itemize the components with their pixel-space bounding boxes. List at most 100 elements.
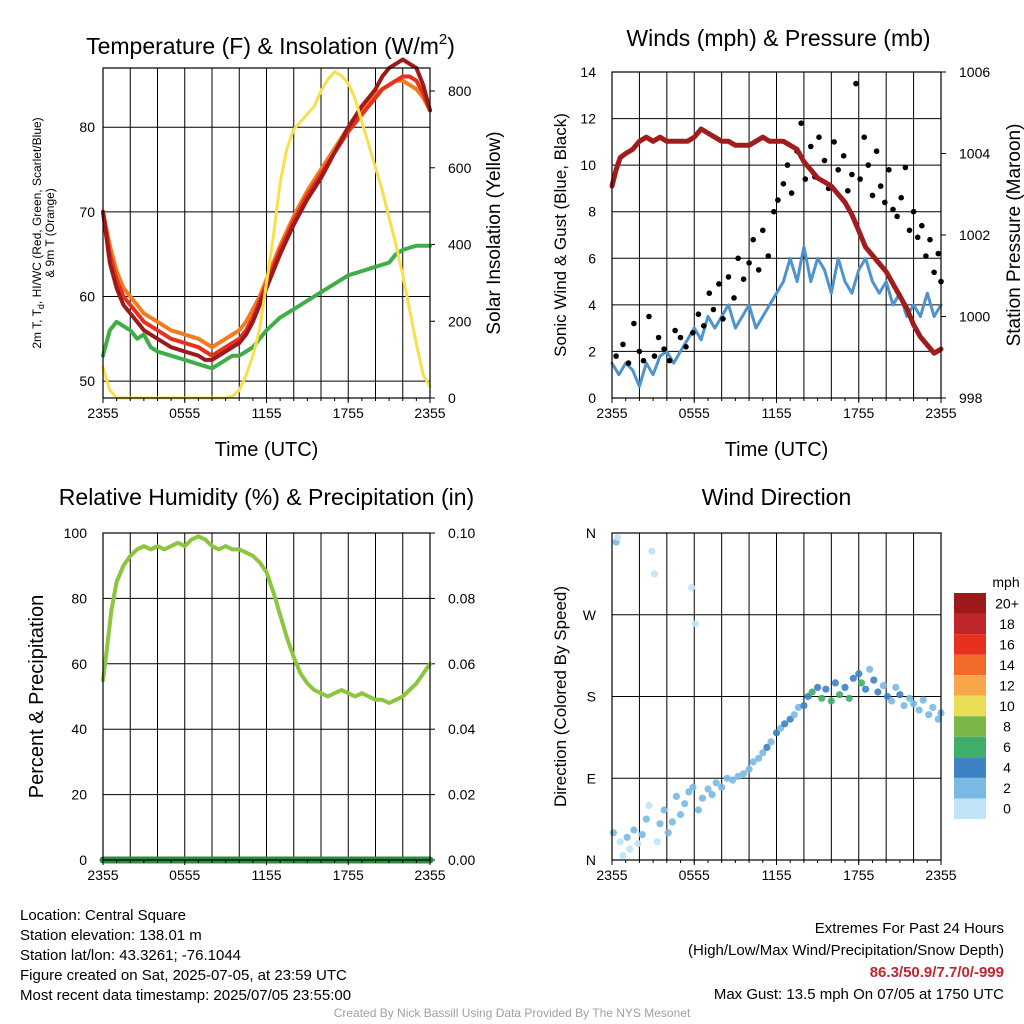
gust-point [816, 134, 822, 140]
y-axis-label: Percent & Precipitation [26, 595, 48, 798]
gust-point [765, 253, 772, 259]
gust-point [740, 276, 747, 283]
gust-point [706, 290, 713, 297]
gust-point [798, 120, 804, 126]
direction-point [664, 829, 672, 837]
colorbar-label: 20+ [995, 595, 1019, 611]
direction-point [648, 547, 656, 555]
direction-point [915, 706, 923, 714]
x-axis-label: Time (UTC) [725, 439, 829, 461]
gust-point [931, 269, 937, 276]
direction-point [689, 783, 697, 791]
direction-point [919, 696, 927, 704]
y-axis-label: Direction (Colored By Speed) [551, 586, 570, 807]
direction-point [609, 829, 618, 837]
colorbar-swatch [954, 798, 986, 819]
max-gust-text: Max Gust: 13.5 mph On 07/05 at 1750 UTC [713, 986, 1004, 1003]
colorbar-label: 18 [999, 616, 1015, 632]
direction-point [656, 820, 664, 828]
y2-tick-label: 200 [448, 313, 472, 329]
y-axis-label-part: & 9m T (Orange) [43, 188, 57, 278]
gust-point [613, 353, 619, 359]
x-tick-label: 2355 [596, 405, 627, 421]
colorbar-swatch [954, 716, 986, 737]
direction-point [723, 774, 731, 782]
y2-tick-label: 1006 [959, 64, 990, 80]
y-tick-label: 14 [580, 64, 596, 80]
gust-point [882, 199, 888, 206]
gust-point [802, 176, 809, 182]
y2-tick-label: 400 [448, 237, 472, 253]
colorbar-label: 16 [999, 636, 1015, 652]
x-tick-label: 2355 [414, 867, 445, 883]
y2-tick-label: 1004 [959, 146, 990, 162]
gust-point [771, 208, 777, 215]
y-tick-label: 80 [79, 119, 95, 135]
direction-point [879, 682, 888, 690]
extremes-block: Extremes For Past 24 Hours (High/Low/Max… [688, 918, 1004, 1006]
y2-axis-label: Solar Insolation (Yellow) [484, 131, 505, 334]
direction-point [634, 840, 642, 848]
gust-point [620, 341, 626, 348]
x-tick-label: 2355 [87, 867, 118, 883]
y-axis-label-part: 2m T, T [30, 308, 44, 348]
y-tick-label: 2 [588, 343, 596, 359]
gust-point [625, 360, 632, 366]
y-tick-label: 60 [79, 288, 95, 304]
colorbar-swatch [954, 613, 986, 635]
colorbar-swatch [954, 757, 986, 778]
y-tick-label: N [586, 852, 596, 868]
gust-point [845, 188, 851, 194]
gust-point [853, 80, 859, 87]
x-tick-label: 1155 [251, 405, 281, 421]
gust-point [760, 227, 766, 234]
gust-point [731, 295, 737, 301]
chart-title-main: Temperature (F) & Insolation (W/m [86, 33, 439, 59]
y-tick-label: 70 [79, 204, 95, 220]
colorbar-swatch [954, 695, 986, 717]
colorbar-label: 14 [999, 657, 1015, 673]
credit-text: Created By Nick Bassill Using Data Provi… [333, 1006, 691, 1020]
direction-point [763, 743, 771, 752]
gust-point [873, 148, 880, 154]
direction-point [698, 794, 707, 802]
gust-point [927, 236, 933, 243]
direction-point [718, 783, 726, 791]
y-tick-label: 60 [71, 656, 87, 672]
y2-tick-label: 0.04 [448, 721, 475, 737]
gust-point [914, 234, 921, 241]
direction-point [862, 685, 870, 693]
direction-point [745, 765, 753, 773]
gust-point [636, 348, 643, 355]
colorbar-label: 2 [1003, 780, 1011, 796]
colorbar-label: 12 [999, 677, 1015, 693]
elevation-text: Station elevation: 138.01 m [20, 927, 202, 944]
direction-point [845, 694, 853, 702]
gust-point [886, 167, 892, 173]
gust-point [869, 192, 876, 199]
gust-point [695, 311, 702, 318]
direction-point [857, 679, 866, 687]
series-line [101, 57, 432, 362]
gust-point [898, 194, 904, 201]
y-tick-label: 6 [588, 250, 596, 266]
extremes-values: 86.3/50.9/7.7/0/-999 [869, 964, 1004, 981]
gust-point [935, 250, 942, 257]
direction-point [866, 665, 874, 673]
direction-point [676, 811, 685, 819]
y-tick-label: 20 [71, 787, 87, 803]
direction-point [712, 779, 720, 787]
chart-title: Relative Humidity (%) & Precipitation (i… [59, 484, 474, 510]
x-tick-label: 0555 [169, 867, 200, 883]
direction-point [831, 679, 840, 687]
gust-point [701, 323, 707, 329]
direction-point [619, 851, 627, 860]
direction-point [749, 758, 757, 766]
colorbar-label: 8 [1003, 719, 1011, 735]
direction-point [734, 772, 742, 781]
direction-point [836, 691, 844, 699]
gust-point [835, 167, 841, 173]
gust-point [849, 171, 855, 178]
winds-panel: 0 2 4 6 8 10 12 14 998 1000 1002 1004 1006 2355 0555 11… [551, 25, 1024, 461]
